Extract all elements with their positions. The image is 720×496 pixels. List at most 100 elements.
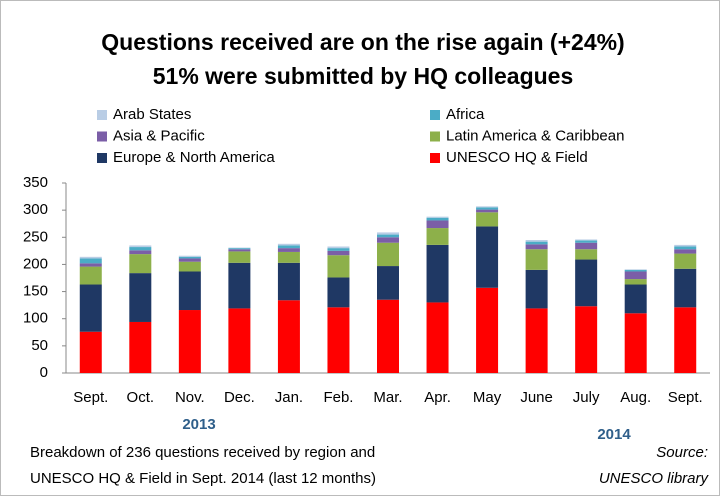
bar-segment bbox=[79, 258, 102, 264]
x-tick-label: June bbox=[520, 389, 553, 406]
bar-segment bbox=[525, 269, 548, 309]
legend-label: Europe & North America bbox=[113, 149, 275, 166]
y-tick-label: 0 bbox=[40, 364, 48, 381]
bar-segment bbox=[476, 287, 499, 373]
y-tick-label: 300 bbox=[23, 201, 48, 218]
legend-label: Asia & Pacific bbox=[113, 127, 205, 144]
bar-segment bbox=[624, 284, 647, 314]
bar-segment bbox=[277, 251, 300, 263]
legend-label: Arab States bbox=[113, 106, 191, 123]
bar-segment bbox=[129, 245, 152, 248]
bar-segment bbox=[674, 244, 697, 247]
source: Source: bbox=[656, 444, 708, 461]
bar-segment bbox=[178, 258, 201, 262]
bar-segment bbox=[426, 216, 449, 218]
bar-segment bbox=[624, 269, 647, 270]
bar-segment bbox=[327, 277, 350, 308]
bar-segment bbox=[129, 254, 152, 274]
bar-segment bbox=[525, 244, 548, 250]
year-label: 2014 bbox=[597, 426, 631, 443]
legend-swatch bbox=[430, 110, 440, 120]
bar-segment bbox=[277, 245, 300, 249]
bar-segment bbox=[624, 279, 647, 285]
legend-swatch bbox=[430, 153, 440, 163]
x-tick-label: Oct. bbox=[127, 389, 155, 406]
year-label: 2013 bbox=[182, 416, 215, 433]
y-tick-label: 200 bbox=[23, 255, 48, 272]
bar-segment bbox=[178, 256, 201, 259]
x-tick-label: Feb. bbox=[323, 389, 353, 406]
bar-segment bbox=[377, 266, 399, 300]
bar-segment bbox=[129, 321, 152, 373]
legend-label: UNESCO HQ & Field bbox=[446, 149, 588, 166]
bar-segment bbox=[426, 217, 449, 221]
bar-segment bbox=[476, 207, 499, 210]
bar-segment bbox=[327, 248, 350, 251]
legend-label: Latin America & Caribbean bbox=[446, 127, 624, 144]
y-tick-label: 100 bbox=[23, 310, 48, 327]
bar-segment bbox=[426, 228, 449, 245]
bar-segment bbox=[277, 262, 300, 301]
bar-segment bbox=[178, 255, 201, 257]
x-tick-label: Sept. bbox=[668, 389, 703, 406]
bar-segment bbox=[377, 237, 399, 243]
bar-segment bbox=[575, 240, 598, 243]
bar-segment bbox=[79, 284, 102, 332]
x-tick-label: Sept. bbox=[73, 389, 108, 406]
x-tick-label: Apr. bbox=[424, 389, 451, 406]
bar-segment bbox=[525, 308, 548, 373]
legend-label: Africa bbox=[446, 106, 485, 123]
bar-segment bbox=[426, 244, 449, 303]
bar-segment bbox=[575, 306, 598, 373]
bar-segment bbox=[327, 250, 350, 256]
bar-segment bbox=[575, 242, 598, 250]
x-tick-label: Mar. bbox=[373, 389, 402, 406]
legend-swatch bbox=[97, 110, 107, 120]
bar-segment bbox=[476, 206, 499, 208]
y-tick-label: 350 bbox=[23, 174, 48, 191]
bar-segment bbox=[476, 212, 499, 227]
x-tick-label: Aug. bbox=[620, 389, 651, 406]
bar-segment bbox=[228, 262, 251, 309]
y-tick-label: 250 bbox=[23, 228, 48, 245]
bar-segment bbox=[525, 241, 548, 245]
bar-segment bbox=[674, 249, 697, 254]
bar-segment bbox=[228, 248, 251, 250]
note: UNESCO HQ & Field in Sept. 2014 (last 12… bbox=[30, 470, 376, 487]
bar-segment bbox=[525, 240, 548, 242]
note: Breakdown of 236 questions received by r… bbox=[30, 444, 375, 461]
y-tick-label: 50 bbox=[31, 337, 48, 354]
y-tick-label: 150 bbox=[23, 283, 48, 300]
bar-segment bbox=[129, 273, 152, 322]
bar-segment bbox=[327, 255, 350, 278]
bar-segment bbox=[575, 249, 598, 260]
bar-segment bbox=[377, 234, 399, 238]
bar-segment bbox=[79, 263, 102, 267]
x-tick-label: Jan. bbox=[275, 389, 303, 406]
bar-segment bbox=[575, 239, 598, 241]
bar-segment bbox=[228, 249, 251, 252]
bar-segment bbox=[178, 310, 201, 373]
bar-segment bbox=[327, 307, 350, 373]
bar-segment bbox=[674, 268, 697, 308]
bar-segment bbox=[624, 269, 647, 272]
chart-title: Questions received are on the rise again… bbox=[101, 29, 624, 55]
x-tick-label: May bbox=[473, 389, 502, 406]
source: UNESCO library bbox=[599, 470, 710, 487]
legend-swatch bbox=[97, 153, 107, 163]
bar-segment bbox=[624, 271, 647, 280]
x-tick-label: Dec. bbox=[224, 389, 255, 406]
bar-segment bbox=[674, 246, 697, 250]
bar-segment bbox=[178, 261, 201, 272]
bar-segment bbox=[525, 249, 548, 270]
bar-segment bbox=[228, 251, 251, 263]
bar-segment bbox=[624, 313, 647, 373]
x-tick-label: July bbox=[573, 389, 600, 406]
bar-segment bbox=[377, 242, 399, 267]
bar-segment bbox=[277, 300, 300, 373]
bar-segment bbox=[476, 226, 499, 288]
chart-subtitle: 51% were submitted by HQ colleagues bbox=[153, 63, 574, 89]
bar-segment bbox=[79, 331, 102, 373]
